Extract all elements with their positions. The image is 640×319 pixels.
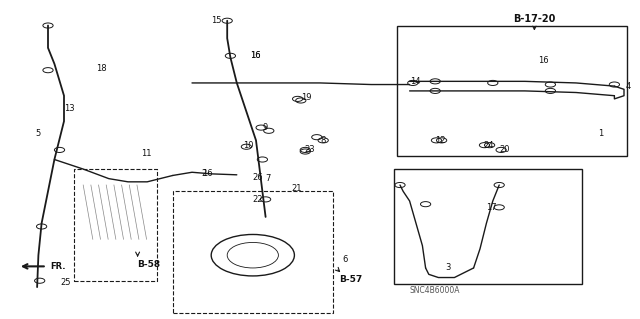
Text: 16: 16 (202, 169, 212, 178)
Text: 8: 8 (320, 136, 325, 145)
Bar (173, 191, 333, 313)
Text: 12: 12 (435, 136, 445, 145)
Text: 4: 4 (626, 82, 631, 91)
Bar (397, 26, 627, 156)
Text: FR.: FR. (50, 262, 65, 271)
Text: 22: 22 (253, 195, 263, 204)
Text: 10: 10 (243, 141, 253, 150)
Bar (394, 169, 582, 284)
Text: 26: 26 (253, 173, 264, 182)
Text: 11: 11 (141, 149, 151, 158)
Text: 21: 21 (291, 184, 301, 193)
Text: 16: 16 (250, 51, 260, 60)
Text: 1: 1 (598, 130, 604, 138)
Text: 13: 13 (64, 104, 75, 113)
Text: 24: 24 (483, 141, 493, 150)
Text: 23: 23 (304, 145, 315, 154)
Text: 16: 16 (538, 56, 548, 65)
Text: 20: 20 (499, 145, 509, 154)
Text: 9: 9 (262, 123, 268, 132)
Text: 5: 5 (35, 130, 40, 138)
Text: SNC4B6000A: SNC4B6000A (410, 286, 460, 295)
Text: B-57: B-57 (339, 275, 362, 284)
Text: 18: 18 (96, 64, 107, 73)
Text: 19: 19 (301, 93, 311, 102)
Text: B-58: B-58 (138, 260, 161, 269)
Bar (74, 169, 157, 281)
Text: 2: 2 (202, 169, 207, 178)
Text: 7: 7 (266, 174, 271, 183)
Text: 3: 3 (445, 263, 450, 272)
Text: 6: 6 (342, 256, 348, 264)
Text: 17: 17 (486, 203, 497, 212)
Text: 15: 15 (211, 16, 221, 25)
Text: 14: 14 (410, 77, 420, 86)
Text: B-17-20: B-17-20 (513, 14, 556, 24)
Text: 25: 25 (61, 278, 71, 287)
Text: 16: 16 (250, 51, 260, 60)
